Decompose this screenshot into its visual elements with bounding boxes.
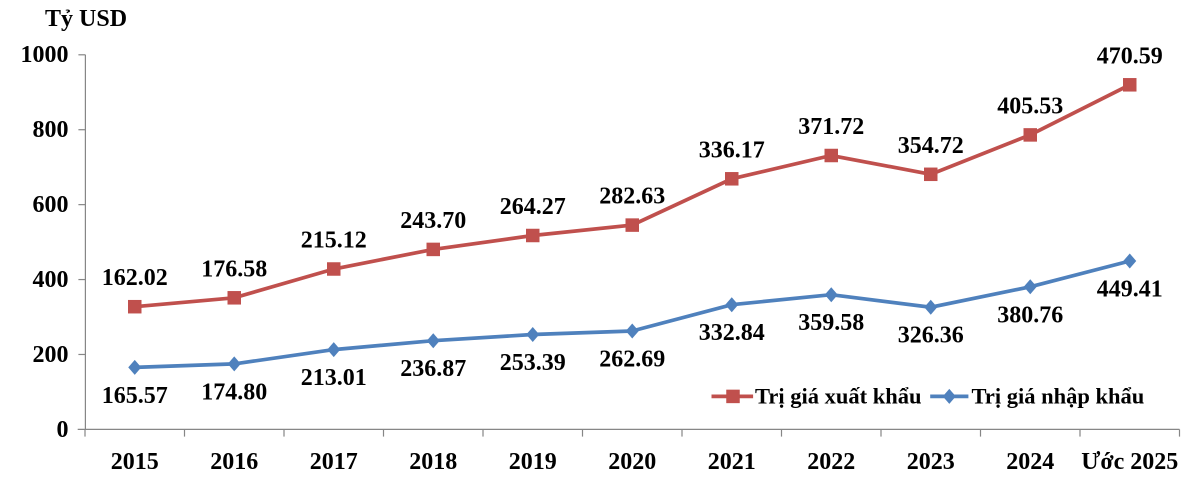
svg-text:2024: 2024 xyxy=(1006,449,1054,475)
svg-text:215.12: 215.12 xyxy=(301,228,367,254)
svg-text:0: 0 xyxy=(57,417,69,443)
svg-text:470.59: 470.59 xyxy=(1097,43,1163,69)
svg-text:326.36: 326.36 xyxy=(898,323,964,349)
svg-text:264.27: 264.27 xyxy=(500,194,566,220)
svg-text:282.63: 282.63 xyxy=(599,184,665,210)
svg-text:371.72: 371.72 xyxy=(798,114,864,140)
svg-text:2021: 2021 xyxy=(708,449,756,475)
svg-text:Trị giá nhập khẩu: Trị giá nhập khẩu xyxy=(972,384,1145,409)
svg-text:332.84: 332.84 xyxy=(699,320,765,346)
svg-text:200: 200 xyxy=(33,342,69,368)
svg-text:162.02: 162.02 xyxy=(102,265,168,291)
svg-text:2023: 2023 xyxy=(907,449,955,475)
svg-text:253.39: 253.39 xyxy=(500,350,566,376)
svg-text:336.17: 336.17 xyxy=(699,137,765,163)
svg-text:2015: 2015 xyxy=(111,449,159,475)
svg-text:2022: 2022 xyxy=(807,449,855,475)
svg-text:243.70: 243.70 xyxy=(400,208,466,234)
svg-text:Ước 2025: Ước 2025 xyxy=(1081,449,1178,475)
svg-text:236.87: 236.87 xyxy=(400,356,466,382)
svg-text:2018: 2018 xyxy=(409,449,457,475)
svg-text:354.72: 354.72 xyxy=(898,133,964,159)
svg-text:2017: 2017 xyxy=(310,449,358,475)
svg-text:2020: 2020 xyxy=(608,449,656,475)
svg-text:213.01: 213.01 xyxy=(301,365,367,391)
svg-text:1000: 1000 xyxy=(21,42,69,68)
svg-text:Tỷ USD: Tỷ USD xyxy=(45,6,127,32)
svg-text:2019: 2019 xyxy=(509,449,557,475)
svg-text:800: 800 xyxy=(33,117,69,143)
svg-text:262.69: 262.69 xyxy=(599,347,665,373)
svg-text:176.58: 176.58 xyxy=(201,256,267,282)
svg-text:Trị giá xuất khẩu: Trị giá xuất khẩu xyxy=(755,384,922,409)
svg-text:600: 600 xyxy=(33,192,69,218)
svg-text:174.80: 174.80 xyxy=(201,379,267,405)
svg-text:2016: 2016 xyxy=(210,449,258,475)
svg-text:449.41: 449.41 xyxy=(1097,277,1163,303)
svg-text:405.53: 405.53 xyxy=(997,93,1063,119)
svg-text:165.57: 165.57 xyxy=(102,383,168,409)
svg-text:400: 400 xyxy=(33,267,69,293)
svg-text:359.58: 359.58 xyxy=(798,310,864,336)
svg-text:380.76: 380.76 xyxy=(997,302,1063,328)
